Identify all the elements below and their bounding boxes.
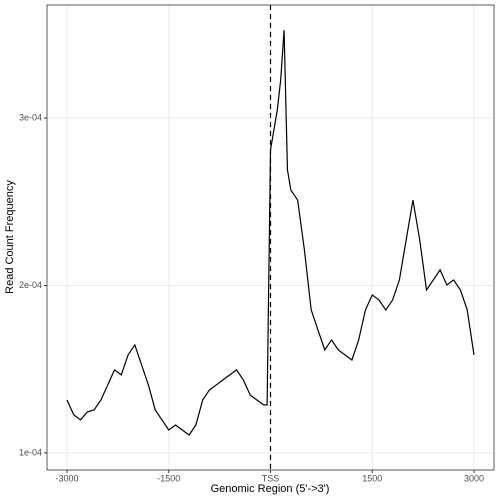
y-tick-label: 2e-04 [19, 280, 42, 290]
x-axis-title: Genomic Region (5'->3') [211, 483, 330, 495]
x-tick-label: -1500 [157, 473, 180, 483]
x-tick-label: -3000 [55, 473, 78, 483]
x-tick-label: 3000 [464, 473, 484, 483]
y-tick-label: 3e-04 [19, 112, 42, 122]
grid [47, 5, 494, 470]
y-axis-title: Read Count Frequency [4, 180, 16, 294]
y-tick-label: 1e-04 [19, 447, 42, 457]
x-tick-label: 1500 [362, 473, 382, 483]
x-tick-label: TSS [262, 473, 280, 483]
plot-area [66, 5, 475, 470]
line-series [66, 30, 475, 436]
